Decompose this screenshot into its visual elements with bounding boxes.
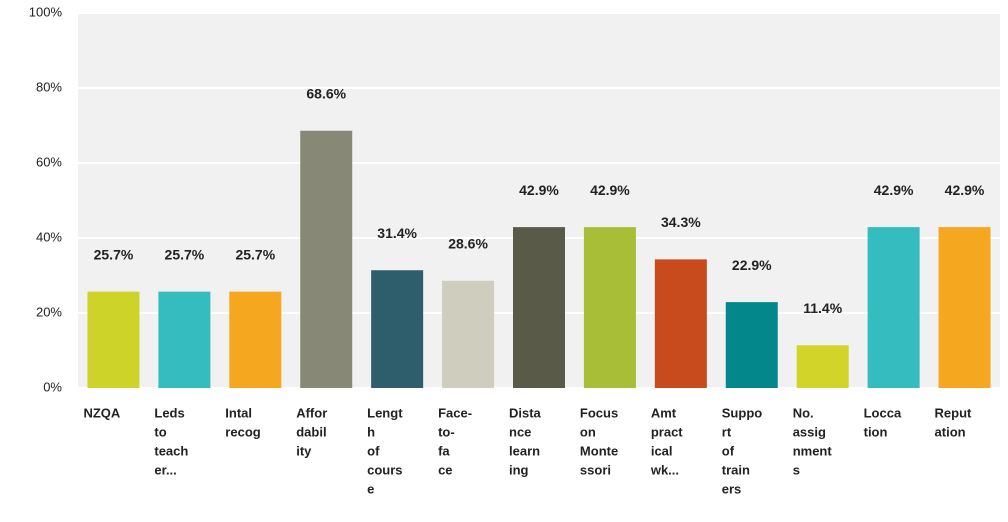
- x-tick-label: e: [367, 481, 374, 496]
- x-tick-label: ical: [651, 443, 673, 458]
- bar: [158, 291, 211, 388]
- y-tick-label: 100%: [29, 4, 63, 19]
- data-label: 28.6%: [448, 235, 488, 251]
- data-label: 31.4%: [377, 225, 417, 241]
- x-tick-label: Reput: [935, 405, 973, 420]
- x-tick-label: Dista: [509, 405, 542, 420]
- data-label: 42.9%: [519, 182, 559, 198]
- x-tick-label: of: [722, 443, 735, 458]
- bar: [654, 259, 707, 388]
- x-tick-label: Lengt: [367, 405, 403, 420]
- data-label: 25.7%: [94, 246, 134, 262]
- bar: [867, 227, 920, 388]
- x-tick-label: rt: [722, 424, 732, 439]
- x-tick-label: er...: [154, 462, 176, 477]
- x-tick-label: dabil: [296, 424, 326, 439]
- x-tick-label: Locca: [864, 405, 902, 420]
- data-label: 42.9%: [945, 182, 985, 198]
- bar: [583, 227, 636, 388]
- x-tick-label: NZQA: [83, 405, 120, 420]
- x-tick-label: No.: [793, 405, 814, 420]
- x-tick-label: of: [367, 443, 380, 458]
- bar: [87, 291, 140, 388]
- y-tick-label: 40%: [36, 229, 62, 244]
- x-tick-label: assig: [793, 424, 826, 439]
- x-tick-label: Amt: [651, 405, 677, 420]
- x-tick-label: Focus: [580, 405, 618, 420]
- x-tick-label: wk...: [650, 462, 679, 477]
- bar: [300, 130, 353, 388]
- bar: [229, 291, 282, 388]
- bar: [725, 302, 778, 388]
- x-tick-label: ing: [509, 462, 529, 477]
- bar: [938, 227, 991, 388]
- x-tick-label: learn: [509, 443, 540, 458]
- data-label: 11.4%: [803, 300, 842, 316]
- y-tick-label: 80%: [36, 79, 62, 94]
- data-label: 25.7%: [235, 246, 275, 262]
- bar: [796, 345, 849, 388]
- x-tick-label: Face-: [438, 405, 472, 420]
- data-label: 34.3%: [661, 214, 701, 230]
- bar: [442, 280, 495, 388]
- x-tick-label: on: [580, 424, 596, 439]
- x-tick-label: tion: [864, 424, 888, 439]
- x-tick-label: to-: [438, 424, 455, 439]
- x-tick-label: h: [367, 424, 375, 439]
- x-tick-label: teach: [154, 443, 188, 458]
- x-tick-label: cours: [367, 462, 402, 477]
- data-label: 42.9%: [590, 182, 630, 198]
- data-label: 42.9%: [874, 182, 914, 198]
- y-tick-label: 0%: [43, 379, 62, 394]
- x-tick-label: recog: [225, 424, 260, 439]
- x-tick-label: Leds: [154, 405, 184, 420]
- x-tick-label: s: [793, 462, 800, 477]
- x-tick-label: nment: [793, 443, 833, 458]
- x-tick-label: to: [154, 424, 166, 439]
- x-tick-label: ation: [935, 424, 966, 439]
- data-label: 68.6%: [306, 85, 346, 101]
- x-tick-label: Suppo: [722, 405, 762, 420]
- bar: [371, 270, 424, 388]
- x-tick-label: ity: [296, 443, 312, 458]
- data-label: 25.7%: [165, 246, 205, 262]
- x-tick-label: nce: [509, 424, 531, 439]
- x-tick-label: ers: [722, 481, 742, 496]
- x-tick-label: Intal: [225, 405, 252, 420]
- y-tick-label: 20%: [36, 304, 62, 319]
- x-tick-label: Affor: [296, 405, 327, 420]
- y-tick-label: 60%: [36, 154, 62, 169]
- x-tick-label: train: [722, 462, 750, 477]
- x-tick-label: Monte: [580, 443, 618, 458]
- x-tick-label: pract: [651, 424, 683, 439]
- x-tick-label: ssori: [580, 462, 611, 477]
- x-tick-label: fa: [438, 443, 450, 458]
- data-label: 22.9%: [732, 257, 772, 273]
- x-tick-label: ce: [438, 462, 452, 477]
- bar: [513, 227, 565, 388]
